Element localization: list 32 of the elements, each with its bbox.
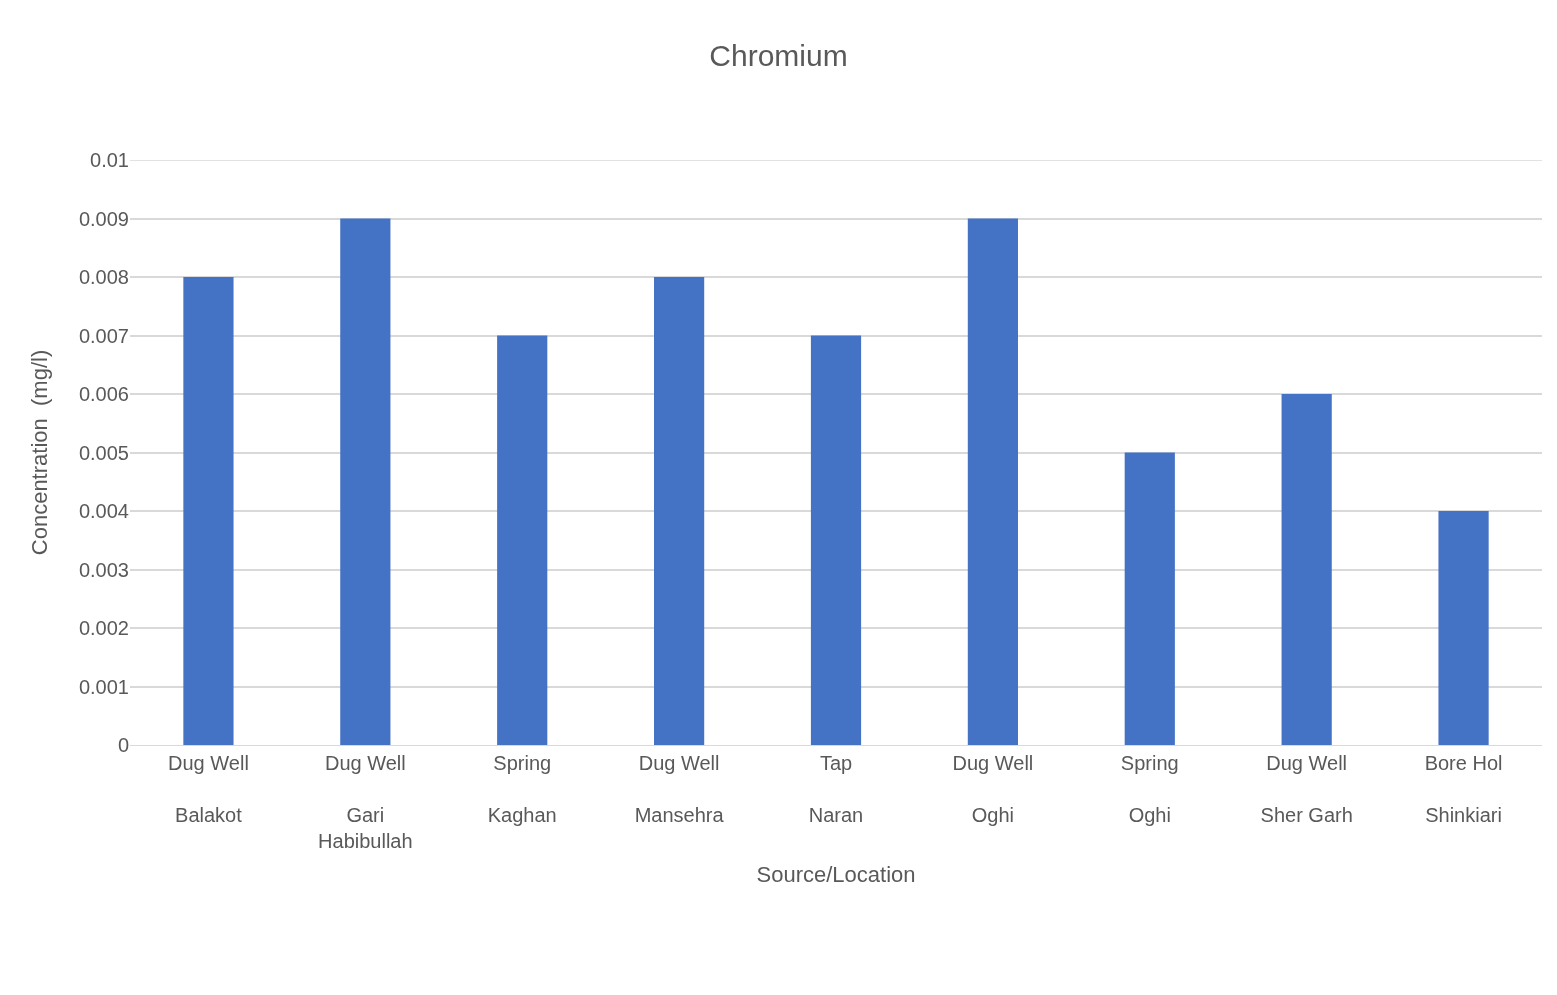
- bar: [967, 218, 1018, 745]
- category-label: Spring Kaghan: [487, 752, 557, 826]
- category-label: Dug Well Mansehra: [634, 752, 724, 826]
- y-tick-label: 0.01: [90, 149, 129, 171]
- y-tick-label: 0.005: [78, 441, 129, 464]
- bar: [497, 335, 548, 745]
- y-tick-label: 0.004: [78, 500, 129, 522]
- y-tick-label: 0.002: [78, 617, 129, 639]
- category-label: Spring Oghi: [1120, 752, 1179, 826]
- y-tick-label: 0.007: [78, 324, 129, 347]
- bar: [1281, 394, 1332, 745]
- category-label: Tap Naran: [808, 752, 864, 826]
- bar: [340, 218, 391, 745]
- y-tick-label: 0: [117, 734, 129, 756]
- chart-title: Chromium: [709, 38, 848, 72]
- category-label: Dug Well Gari Habibullah: [318, 752, 413, 852]
- y-tick-label: 0.001: [78, 675, 129, 698]
- bar: [654, 277, 705, 745]
- category-label: Bore Hol Shinkiari: [1424, 752, 1503, 826]
- y-tick-label: 0.006: [78, 383, 129, 405]
- x-axis-title: Source/Location: [756, 861, 916, 887]
- category-label: Dug Well Balakot: [168, 752, 249, 826]
- y-tick-label: 0.008: [78, 266, 129, 288]
- bar: [1438, 511, 1489, 745]
- bar: [810, 335, 862, 745]
- category-label: Dug Well Sher Garh: [1260, 752, 1353, 826]
- bar: [183, 277, 234, 745]
- y-tick-label: 0.009: [78, 207, 129, 230]
- y-axis-title: Concentration (mg/l): [26, 349, 52, 556]
- bar: [1124, 452, 1175, 745]
- category-label: Dug Well Oghi: [952, 752, 1034, 826]
- y-tick-label: 0.003: [78, 558, 129, 581]
